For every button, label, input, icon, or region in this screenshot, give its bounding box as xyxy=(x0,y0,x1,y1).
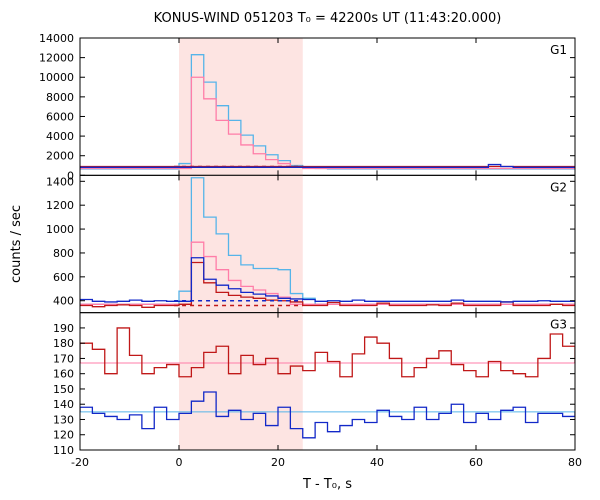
svg-text:2000: 2000 xyxy=(46,150,74,163)
g3-blue xyxy=(80,392,575,438)
svg-text:140: 140 xyxy=(53,398,74,411)
svg-text:180: 180 xyxy=(53,337,74,350)
svg-text:170: 170 xyxy=(53,352,74,365)
svg-text:counts / sec: counts / sec xyxy=(9,205,24,283)
svg-text:T - T₀, s: T - T₀, s xyxy=(302,477,352,492)
svg-text:1000: 1000 xyxy=(46,223,74,236)
svg-text:800: 800 xyxy=(53,247,74,260)
svg-text:40: 40 xyxy=(370,456,384,469)
svg-text:6000: 6000 xyxy=(46,110,74,123)
svg-text:10000: 10000 xyxy=(39,71,74,84)
g1-cyan xyxy=(80,55,575,169)
svg-text:60: 60 xyxy=(469,456,483,469)
svg-text:80: 80 xyxy=(568,456,582,469)
g2-cyan xyxy=(80,178,575,305)
g2-pink xyxy=(80,242,575,304)
svg-text:4000: 4000 xyxy=(46,130,74,143)
panel-label-G3: G3 xyxy=(550,318,567,332)
g3-red xyxy=(80,328,575,377)
svg-text:20: 20 xyxy=(271,456,285,469)
svg-text:160: 160 xyxy=(53,368,74,381)
svg-text:190: 190 xyxy=(53,322,74,335)
panel-label-G1: G1 xyxy=(550,43,567,57)
svg-text:150: 150 xyxy=(53,383,74,396)
panel-G1: 02000400060008000100001200014000G1 xyxy=(39,32,575,182)
g2-blue xyxy=(80,258,575,302)
konus-wind-chart: KONUS-WIND 051203 T₀ = 42200s UT (11:43:… xyxy=(0,0,600,500)
svg-text:8000: 8000 xyxy=(46,91,74,104)
svg-text:0: 0 xyxy=(176,456,183,469)
svg-text:130: 130 xyxy=(53,413,74,426)
panel-G3: 110120130140150160170180190-20020406080G… xyxy=(53,313,582,469)
svg-text:600: 600 xyxy=(53,271,74,284)
svg-text:14000: 14000 xyxy=(39,32,74,45)
panel-G2: 400 600 800 1000 1200 1400 G2 xyxy=(46,175,575,312)
svg-text:12000: 12000 xyxy=(39,52,74,65)
svg-text:120: 120 xyxy=(53,429,74,442)
svg-text:1400: 1400 xyxy=(46,175,74,188)
svg-text:400: 400 xyxy=(53,295,74,308)
g1-pink xyxy=(80,77,575,168)
svg-text:-20: -20 xyxy=(71,456,89,469)
svg-text:1200: 1200 xyxy=(46,199,74,212)
panel-label-G2: G2 xyxy=(550,180,567,194)
svg-text:KONUS-WIND 051203 T₀ = 42200s: KONUS-WIND 051203 T₀ = 42200s UT (11:43:… xyxy=(154,11,502,26)
